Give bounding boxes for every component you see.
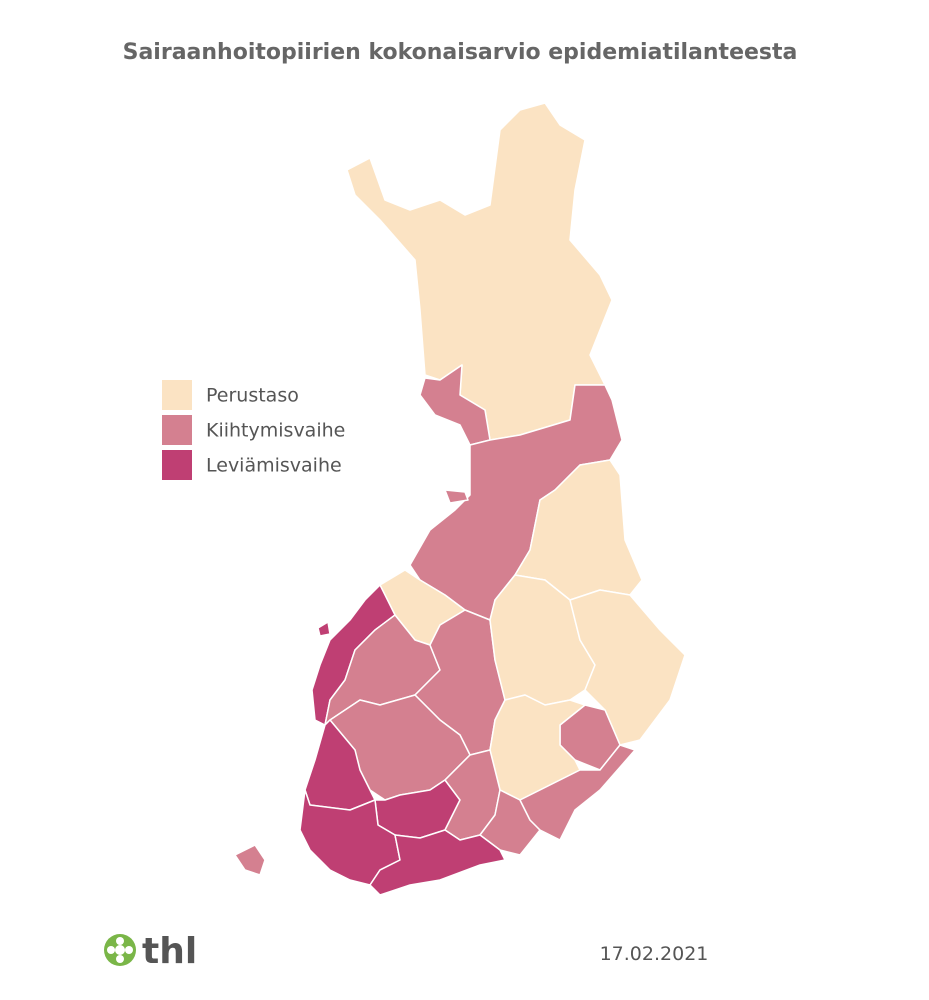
legend: Perustaso Kiihtymisvaihe Leviämisvaihe — [162, 380, 345, 480]
region — [317, 621, 331, 637]
title: Sairaanhoitopiirien kokonaisarvio epidem… — [123, 40, 798, 65]
region — [444, 489, 469, 504]
legend-label: Perustaso — [206, 385, 299, 407]
region — [569, 589, 686, 746]
legend-label: Kiihtymisvaihe — [206, 420, 345, 442]
region — [519, 744, 636, 841]
legend-swatch — [162, 450, 192, 480]
region — [234, 844, 266, 876]
legend-swatch — [162, 415, 192, 445]
region — [489, 574, 596, 706]
region — [369, 829, 506, 896]
legend-swatch — [162, 380, 192, 410]
region — [346, 102, 613, 441]
map — [234, 102, 686, 896]
legend-label: Leviämisvaihe — [206, 455, 342, 477]
logo: thl — [104, 931, 197, 972]
region — [419, 364, 491, 446]
date: 17.02.2021 — [600, 943, 709, 965]
logo-text: thl — [142, 931, 197, 972]
